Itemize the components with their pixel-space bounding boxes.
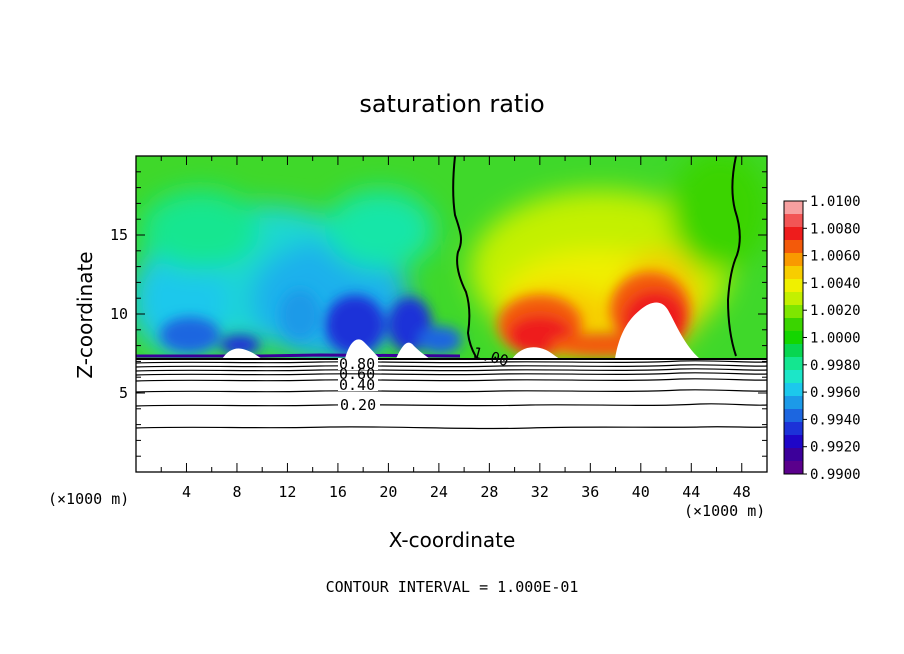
x-unit-left: (×1000 m)	[48, 490, 129, 508]
colorbar-label: 1.0040	[810, 276, 861, 292]
colorbar-label: 1.0020	[810, 303, 861, 319]
contour-line-1-00-right	[726, 156, 741, 357]
colorbar-cell	[784, 422, 803, 436]
colorbar-label: 0.9920	[810, 440, 861, 456]
x-tick-label: 40	[632, 483, 650, 501]
y-tick-label: 10	[110, 305, 128, 323]
colorbar-cell	[784, 370, 803, 384]
x-tick-label: 44	[682, 483, 700, 501]
contour-label-0-40: 0.40	[339, 376, 375, 394]
colorbar-label: 0.9940	[810, 412, 861, 428]
colorbar: 1.0100 1.0080 1.0060 1.0040 1.0020 1.0000 0.99…	[783, 194, 861, 483]
colorbar-label: 1.0080	[810, 221, 861, 237]
colorbar-cell	[784, 344, 803, 358]
y-tick-label: 5	[119, 384, 128, 402]
axis-ticks	[136, 156, 767, 472]
contour-line-1-00-left	[452, 156, 477, 358]
x-tick-label: 28	[480, 483, 498, 501]
colorbar-label: 0.9960	[810, 385, 861, 401]
x-tick-label: 16	[329, 483, 347, 501]
colorbar-cell	[784, 266, 803, 280]
plot-area: 1.00 0.80 0.60 0.40 0.20	[135, 155, 768, 473]
colorbar-cells	[784, 201, 803, 475]
x-axis-label: X-coordinate	[389, 528, 516, 552]
x-tick-label: 48	[733, 483, 751, 501]
contour-label-0-60: 0.60	[339, 365, 375, 383]
colorbar-cell	[784, 318, 803, 332]
chart-title: saturation ratio	[359, 90, 544, 118]
colorbar-cell	[784, 279, 803, 293]
x-tick-label: 12	[278, 483, 296, 501]
colorbar-cell	[784, 201, 803, 215]
saturation-field	[136, 156, 767, 359]
colorbar-label: 0.9900	[810, 467, 861, 483]
colorbar-cell	[784, 292, 803, 306]
colorbar-cell	[784, 461, 803, 475]
subsurface-contours	[135, 358, 768, 430]
white-cloud-right	[615, 302, 700, 359]
colorbar-cell	[784, 253, 803, 267]
x-tick-label: 36	[581, 483, 599, 501]
colorbar-cell	[784, 227, 803, 241]
colorbar-cell	[784, 214, 803, 228]
colorbar-cell	[784, 448, 803, 462]
colorbar-labels: 1.0100 1.0080 1.0060 1.0040 1.0020 1.0000 0.99…	[803, 194, 861, 483]
x-tick-label: 24	[430, 483, 448, 501]
colorbar-cell	[784, 331, 803, 345]
x-tick-label: 4	[182, 483, 191, 501]
y-tick-label: 15	[110, 226, 128, 244]
contour-label-0-80: 0.80	[339, 355, 375, 373]
x-tick-label: 20	[379, 483, 397, 501]
colorbar-label: 1.0100	[810, 194, 861, 210]
colorbar-cell	[784, 305, 803, 319]
colorbar-label: 1.0060	[810, 249, 861, 265]
x-tick-label: 8	[232, 483, 241, 501]
colorbar-label: 1.0000	[810, 331, 861, 347]
contour-label-group: 1.00 0.80 0.60 0.40 0.20	[338, 343, 511, 414]
colorbar-cell	[784, 383, 803, 397]
colorbar-cell	[784, 357, 803, 371]
contour-interval-note: CONTOUR INTERVAL = 1.000E-01	[326, 578, 579, 596]
colorbar-cell	[784, 435, 803, 449]
colorbar-label: 0.9980	[810, 358, 861, 374]
colorbar-cell	[784, 396, 803, 410]
y-axis-label: Z-coordinate	[73, 251, 97, 378]
x-unit-right: (×1000 m)	[684, 502, 765, 520]
colorbar-cell	[784, 240, 803, 254]
colorbar-cell	[784, 409, 803, 423]
x-tick-label: 32	[531, 483, 549, 501]
contour-label-0-20: 0.20	[340, 396, 376, 414]
